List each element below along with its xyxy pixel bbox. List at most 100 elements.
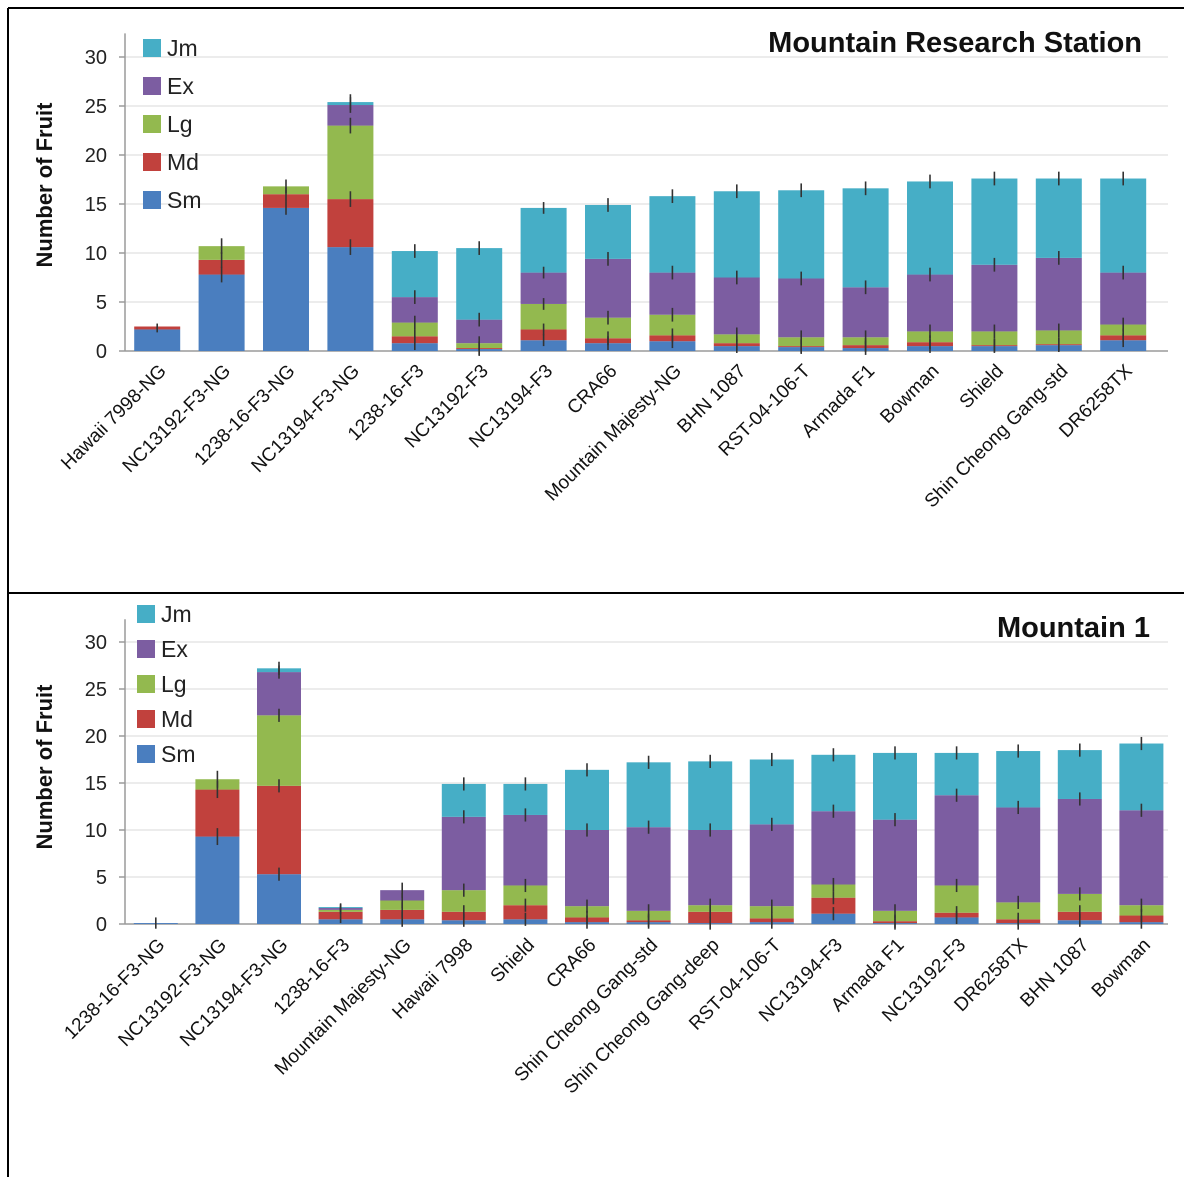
bar-jm-1238-16-f3 (391, 251, 438, 298)
bar-jm-rst-04-106-t (749, 759, 794, 825)
bar-lg-cra66 (585, 317, 631, 339)
legend-swatch-ex (137, 640, 155, 658)
legend-swatch-sm (137, 745, 155, 763)
bar-sm-nc13192-f3-ng (198, 274, 245, 351)
legend-swatch-md (143, 153, 161, 171)
bar-ex-armada-f1 (873, 819, 917, 911)
x-tick-label: Shield (956, 361, 1008, 413)
bar-sm-nc13194-f3-ng (327, 247, 374, 351)
x-tick-label: CRA66 (563, 361, 621, 419)
bar-ex-shin-cheong-gang-std (1035, 257, 1082, 331)
bar-jm-rst-04-106-t (778, 190, 825, 279)
y-axis-label: Number of Fruit (32, 102, 57, 268)
bar-ex-nc13194-f3-ng (327, 105, 374, 126)
x-tick-label: NC13194-F3-NG (248, 361, 364, 477)
bar-jm-dr6258tx (1100, 178, 1147, 273)
x-tick-label: Hawaii 7998-NG (57, 361, 170, 474)
chart-mountain-1: 0510152025301238-16-F3-NGNC13192-F3-NGNC… (32, 601, 1168, 1098)
bar-ex-rst-04-106-t (749, 824, 794, 907)
x-tick-label: CRA66 (542, 935, 600, 993)
x-tick-label: NC13192-F3-NG (115, 935, 231, 1051)
bars (134, 94, 1147, 356)
bar-sm-nc13194-f3-ng (257, 874, 301, 924)
bar-md-nc13194-f3 (811, 897, 856, 914)
bar-jm-bhn-1087 (713, 191, 760, 278)
legend-swatch-ex (143, 77, 161, 95)
y-tick-label: 20 (85, 145, 107, 167)
bar-ex-armada-f1 (842, 287, 889, 338)
bar-ex-nc13194-f3 (811, 811, 856, 885)
bar-md-shield (503, 905, 548, 920)
legend-label-sm: Sm (161, 741, 196, 767)
legend-label-lg: Lg (161, 671, 187, 697)
bar-md-nc13194-f3-ng (327, 199, 374, 248)
bar-sm-hawaii-7998-ng (134, 329, 181, 351)
legend: Jm Ex Lg Md Sm (137, 601, 196, 767)
bar-jm-nc13192-f3 (934, 752, 979, 796)
legend: Jm Ex Lg Md Sm (143, 35, 202, 213)
y-tick-label: 0 (96, 914, 107, 936)
y-tick-label: 25 (85, 96, 107, 118)
bar-ex-dr6258tx (996, 807, 1041, 903)
bar-jm-cra66 (565, 769, 609, 830)
bar-jm-shin-cheong-gang-std (1035, 178, 1082, 258)
bar-ex-bowman (907, 274, 953, 332)
panel-borders (7, 7, 1184, 1177)
bar-jm-shield (971, 178, 1018, 265)
bar-ex-bhn-1087 (1057, 798, 1102, 894)
legend-swatch-lg (137, 675, 155, 693)
y-axis-label: Number of Fruit (32, 684, 57, 850)
y-tick-label: 10 (85, 820, 107, 842)
bar-lg-hawaii-7998 (441, 890, 486, 912)
bar-ex-rst-04-106-t (778, 278, 825, 338)
x-tick-label: Bowman (876, 361, 943, 428)
bars (133, 661, 1164, 930)
y-tick-label: 15 (85, 773, 107, 795)
legend-swatch-lg (143, 115, 161, 133)
legend-swatch-sm (143, 191, 161, 209)
bar-lg-nc13194-f3-ng (327, 125, 374, 200)
bar-jm-shin-cheong-gang-deep (688, 761, 733, 830)
bar-jm-nc13194-f3 (520, 207, 567, 273)
y-tick-label: 25 (85, 679, 107, 701)
chart-title: Mountain 1 (997, 612, 1150, 644)
y-tick-label: 30 (85, 47, 107, 69)
legend-label-ex: Ex (161, 636, 188, 662)
y-tick-label: 5 (96, 292, 107, 314)
bar-lg-dr6258tx (996, 902, 1041, 920)
legend-swatch-jm (143, 39, 161, 57)
y-tick-label: 0 (96, 341, 107, 363)
bar-ex-bowman (1119, 810, 1164, 906)
y-tick-label: 30 (85, 632, 107, 654)
x-tick-label: NC13194-F3-NG (176, 935, 292, 1051)
bar-ex-shin-cheong-gang-std (626, 827, 671, 911)
y-tick-label: 20 (85, 726, 107, 748)
bar-jm-bowman (907, 181, 953, 275)
y-tick-label: 5 (96, 867, 107, 889)
legend-swatch-jm (137, 605, 155, 623)
legend-label-md: Md (167, 149, 199, 175)
legend-label-jm: Jm (161, 601, 192, 627)
chart-title: Mountain Research Station (768, 27, 1142, 59)
bar-lg-nc13194-f3-ng (257, 715, 301, 786)
bar-ex-shin-cheong-gang-deep (688, 830, 733, 906)
bar-ex-nc13192-f3 (456, 319, 503, 344)
legend-label-md: Md (161, 706, 193, 732)
bar-ex-shield (971, 264, 1018, 332)
bar-jm-mountain-majesty-ng (649, 196, 696, 273)
bar-lg-mountain-majesty-ng (649, 314, 696, 336)
legend-swatch-md (137, 710, 155, 728)
bar-ex-cra66 (585, 258, 631, 318)
legend-label-lg: Lg (167, 111, 193, 137)
bar-lg-shield (503, 885, 548, 906)
x-tick-label: Shield (487, 935, 539, 987)
bar-jm-nc13194-f3 (811, 754, 856, 812)
bar-jm-shin-cheong-gang-std (626, 762, 671, 828)
x-tick-label: Bowman (1088, 935, 1155, 1002)
bar-lg-bhn-1087 (1057, 893, 1102, 912)
bar-ex-mountain-majesty-ng (649, 272, 696, 315)
bar-ex-nc13194-f3-ng (257, 672, 301, 716)
bar-ex-shield (503, 814, 548, 886)
